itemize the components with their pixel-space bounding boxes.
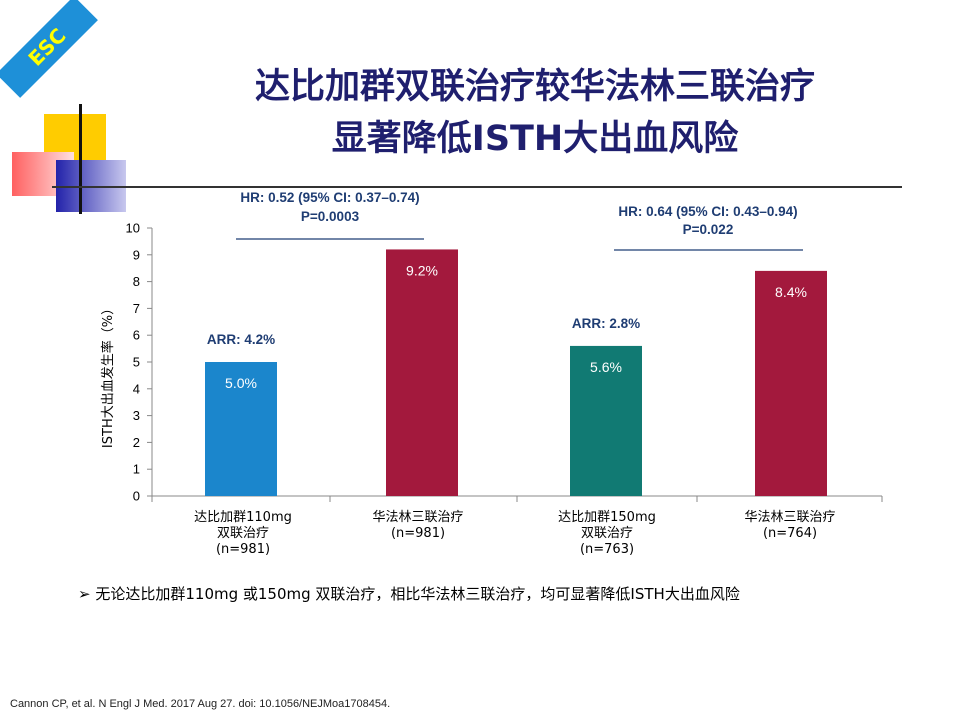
category-label-2-line2: (n=981) [390, 526, 446, 541]
bar-value-label: 5.6% [590, 359, 622, 375]
y-tick-label: 4 [133, 381, 140, 396]
y-tick-label: 10 [126, 221, 140, 236]
category-label-2-line1: 华法林三联治疗 [372, 510, 464, 525]
category-label-1-line2: 双联治疗 [216, 526, 269, 541]
category-label-4: 华法林三联治疗 (n=764) [710, 510, 870, 542]
category-label-1: 达比加群110mg 双联治疗 (n=981) [163, 510, 323, 558]
y-tick-label: 8 [133, 274, 140, 289]
y-tick-label: 0 [133, 489, 140, 504]
hr-text-1: HR: 0.52 (95% CI: 0.37–0.74) [240, 190, 420, 205]
hr-text-2: HR: 0.64 (95% CI: 0.43–0.94) [618, 204, 798, 219]
bar [386, 249, 458, 496]
p-value-2: P=0.022 [682, 222, 734, 237]
category-label-1-line3: (n=981) [215, 542, 271, 557]
y-tick-label: 5 [133, 355, 140, 370]
y-tick-label: 3 [133, 408, 140, 423]
decor-horizontal-line [52, 186, 902, 188]
page-title-line1: 达比加群双联治疗较华法林三联治疗 [254, 67, 815, 107]
y-tick-label: 7 [133, 301, 140, 316]
y-tick-label: 1 [133, 462, 140, 477]
decor-vertical-line [79, 104, 82, 214]
category-label-2: 华法林三联治疗 (n=981) [338, 510, 498, 542]
arr-label: ARR: 2.8% [572, 316, 640, 331]
page-title-line2: 显著降低ISTH大出血风险 [331, 119, 739, 159]
bar [205, 362, 277, 496]
category-label-3-line3: (n=763) [579, 542, 635, 557]
y-tick-label: 6 [133, 328, 140, 343]
category-label-4-line2: (n=764) [762, 526, 818, 541]
bar [755, 270, 827, 496]
arr-label: ARR: 4.2% [207, 332, 275, 347]
category-label-4-line1: 华法林三联治疗 [744, 510, 836, 525]
bar [570, 345, 642, 496]
citation: Cannon CP, et al. N Engl J Med. 2017 Aug… [10, 698, 391, 710]
bullet-text: 无论达比加群110mg 或150mg 双联治疗，相比华法林三联治疗，均可显著降低… [95, 585, 740, 603]
category-label-3-line1: 达比加群150mg [558, 510, 656, 525]
y-tick-label: 9 [133, 247, 140, 262]
category-label-1-line1: 达比加群110mg [194, 510, 292, 525]
category-label-3-line2: 双联治疗 [580, 526, 633, 541]
conclusion-bullet: ➢ 无论达比加群110mg 或150mg 双联治疗，相比华法林三联治疗，均可显著… [78, 583, 740, 604]
bar-value-label: 8.4% [775, 284, 807, 300]
category-label-3: 达比加群150mg 双联治疗 (n=763) [527, 510, 687, 558]
bullet-marker-icon: ➢ [78, 585, 91, 603]
bar-value-label: 9.2% [406, 262, 438, 278]
bar-value-label: 5.0% [225, 375, 257, 391]
p-value-1: P=0.0003 [300, 209, 360, 224]
y-tick-label: 2 [133, 435, 140, 450]
